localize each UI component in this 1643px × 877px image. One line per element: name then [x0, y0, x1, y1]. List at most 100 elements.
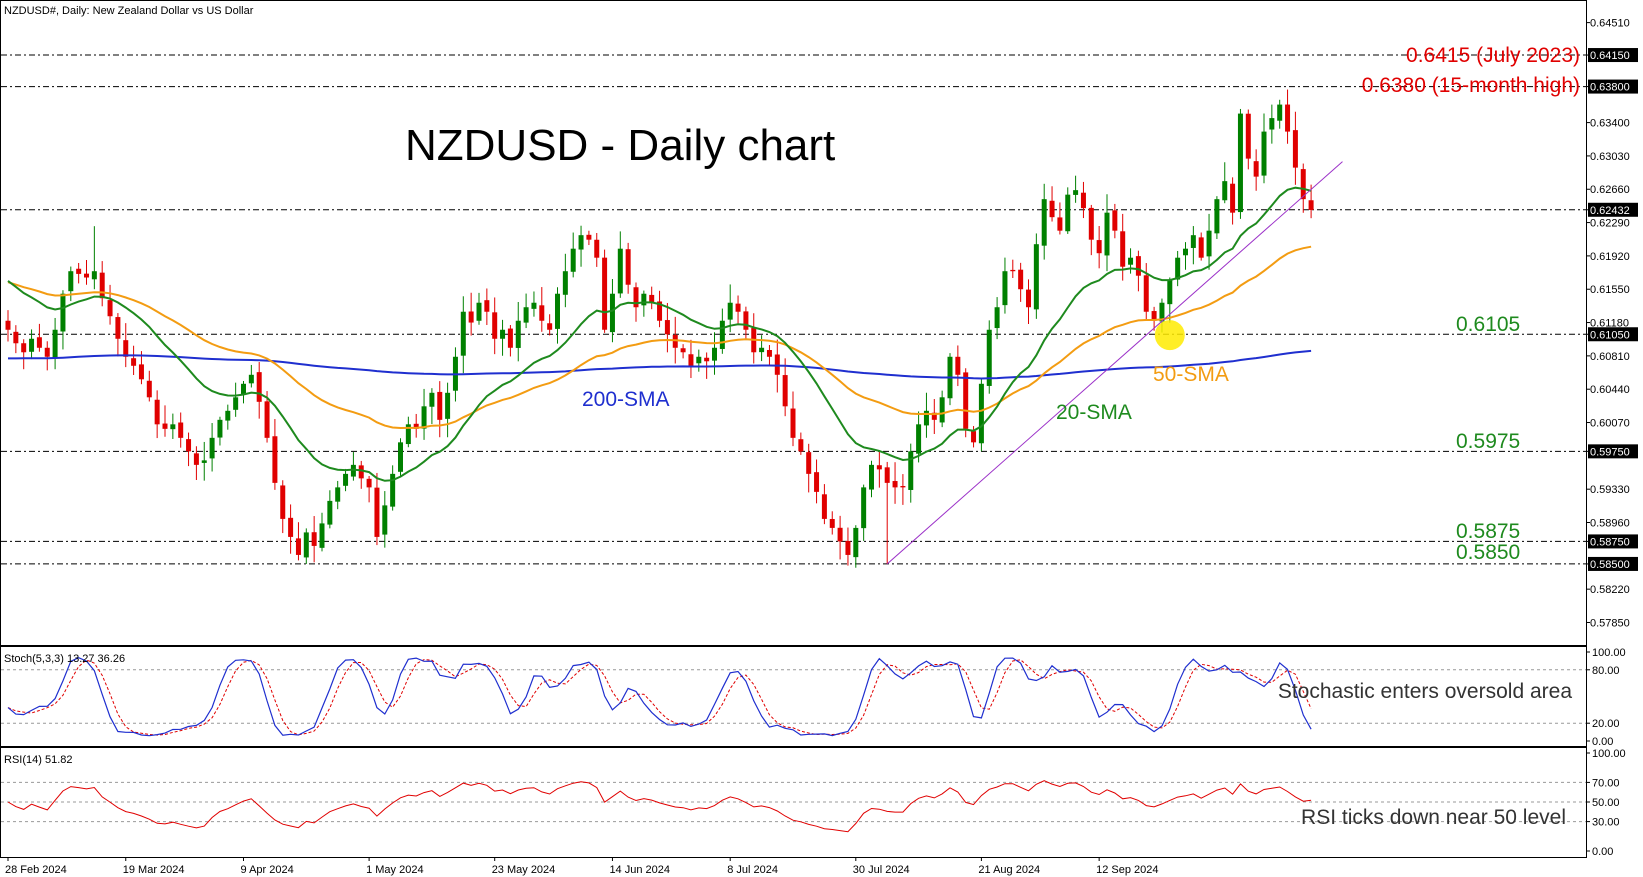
- candle-body: [1277, 104, 1283, 121]
- candle-body: [1088, 207, 1094, 240]
- candle-body: [225, 410, 231, 421]
- candle-body: [1198, 237, 1204, 258]
- main-panel-frame: [0, 0, 1587, 646]
- candle-body: [696, 356, 702, 364]
- candle-body: [107, 300, 113, 317]
- stoch-tick-label: 20.00: [1592, 718, 1620, 730]
- candle-body: [570, 248, 576, 272]
- candle-body: [931, 412, 937, 420]
- level-label-0-5850: 0.5850: [1456, 541, 1520, 564]
- candle-body: [884, 467, 890, 483]
- candle-body: [1057, 217, 1063, 231]
- candle-body: [311, 532, 317, 546]
- candle-body: [649, 294, 655, 303]
- time-tick-label: 30 Jul 2024: [853, 864, 910, 876]
- stochastic-panel: 100.00 80.00 20.00 0.00: [1, 647, 1626, 748]
- candle-body: [123, 340, 129, 357]
- candle-body: [547, 323, 553, 330]
- time-tick-label: 28 Feb 2024: [5, 864, 67, 876]
- candle-body: [233, 397, 239, 410]
- candle-body: [1269, 118, 1275, 130]
- candle-body: [5, 320, 11, 330]
- candle-body: [1096, 240, 1102, 254]
- candle-body: [853, 527, 859, 558]
- candle-body: [241, 383, 246, 395]
- price-tick-label: 0.61180: [1590, 318, 1629, 330]
- candle-body: [712, 347, 717, 361]
- price-tag: [1588, 202, 1638, 217]
- candle-body: [21, 343, 27, 353]
- candle-body: [688, 354, 694, 366]
- candle-body: [719, 320, 725, 349]
- stoch-annotation: Stochastic enters oversold area: [1278, 680, 1572, 703]
- candle-body: [1237, 113, 1243, 213]
- candle-body: [1002, 271, 1008, 306]
- price-tick-label: 0.60440: [1590, 384, 1630, 396]
- candle-body: [343, 473, 349, 486]
- candle-body: [248, 374, 254, 384]
- uptrend-line: [886, 161, 1343, 565]
- time-tick-label: 9 Apr 2024: [241, 864, 294, 876]
- level-label-0-6105: 0.6105: [1456, 313, 1520, 336]
- rsi-tick-label: 70.00: [1592, 777, 1620, 789]
- candle-body: [633, 287, 639, 308]
- time-tick-label: 12 Sep 2024: [1096, 864, 1158, 876]
- candle-body: [759, 347, 765, 353]
- candle-body: [814, 472, 820, 492]
- candle-body: [1104, 212, 1110, 256]
- candle-body: [1065, 194, 1071, 232]
- candle-body: [115, 317, 121, 339]
- candle-body: [405, 424, 411, 445]
- candle-body: [217, 419, 223, 438]
- candle-body: [264, 401, 270, 438]
- candle-body: [398, 442, 403, 472]
- candle-body: [1128, 257, 1134, 265]
- candle-body: [460, 311, 466, 356]
- price-tick-label: 0.59750: [1590, 446, 1630, 458]
- candle-body: [845, 540, 851, 555]
- candle-body: [978, 383, 984, 444]
- candlesticks: [5, 89, 1314, 568]
- candle-body: [641, 293, 647, 306]
- candle-body: [790, 408, 796, 438]
- candle-body: [821, 494, 827, 519]
- candle-body: [1033, 244, 1039, 310]
- time-tick-label: 14 Jun 2024: [609, 864, 670, 876]
- candle-body: [531, 302, 537, 309]
- level-label-0-5975: 0.5975: [1456, 430, 1520, 453]
- price-tick-label: 0.58500: [1590, 559, 1630, 571]
- candle-body: [829, 518, 835, 528]
- candle-body: [29, 338, 35, 352]
- candle-body: [437, 391, 443, 420]
- rsi-tick-label: 100.00: [1592, 748, 1626, 760]
- price-tick-label: 0.58220: [1590, 584, 1630, 596]
- time-tick-label: 19 Mar 2024: [123, 864, 185, 876]
- candle-body: [876, 465, 882, 470]
- candle-body: [562, 271, 568, 295]
- price-tick-label: 0.63030: [1590, 151, 1630, 163]
- sma-20-line: [7, 186, 1312, 482]
- candle-body: [146, 380, 152, 398]
- candle-body: [170, 424, 176, 430]
- candle-body: [445, 392, 451, 419]
- price-tick-label: 0.61550: [1590, 284, 1630, 296]
- time-axis: 28 Feb 2024 19 Mar 2024 9 Apr 2024 1 May 20…: [5, 857, 1159, 876]
- candle-body: [1253, 161, 1259, 177]
- candle-body: [335, 487, 341, 502]
- level-label-0-5875: 0.5875: [1456, 520, 1520, 543]
- price-tick-label: 0.64150: [1590, 50, 1630, 62]
- candle-body: [625, 249, 631, 285]
- candle-body: [60, 293, 66, 332]
- candle-body: [1018, 269, 1024, 290]
- stoch-signal-line: [7, 659, 1312, 736]
- rsi-tick-label: 50.00: [1592, 797, 1620, 809]
- candle-body: [609, 293, 615, 333]
- candle-body: [390, 473, 396, 507]
- candle-body: [1214, 199, 1220, 234]
- candle-body: [743, 311, 749, 330]
- price-tag: [1588, 556, 1638, 571]
- candle-body: [1010, 269, 1016, 272]
- candle-body: [131, 358, 137, 366]
- candle-body: [1190, 235, 1196, 248]
- candle-body: [484, 300, 490, 312]
